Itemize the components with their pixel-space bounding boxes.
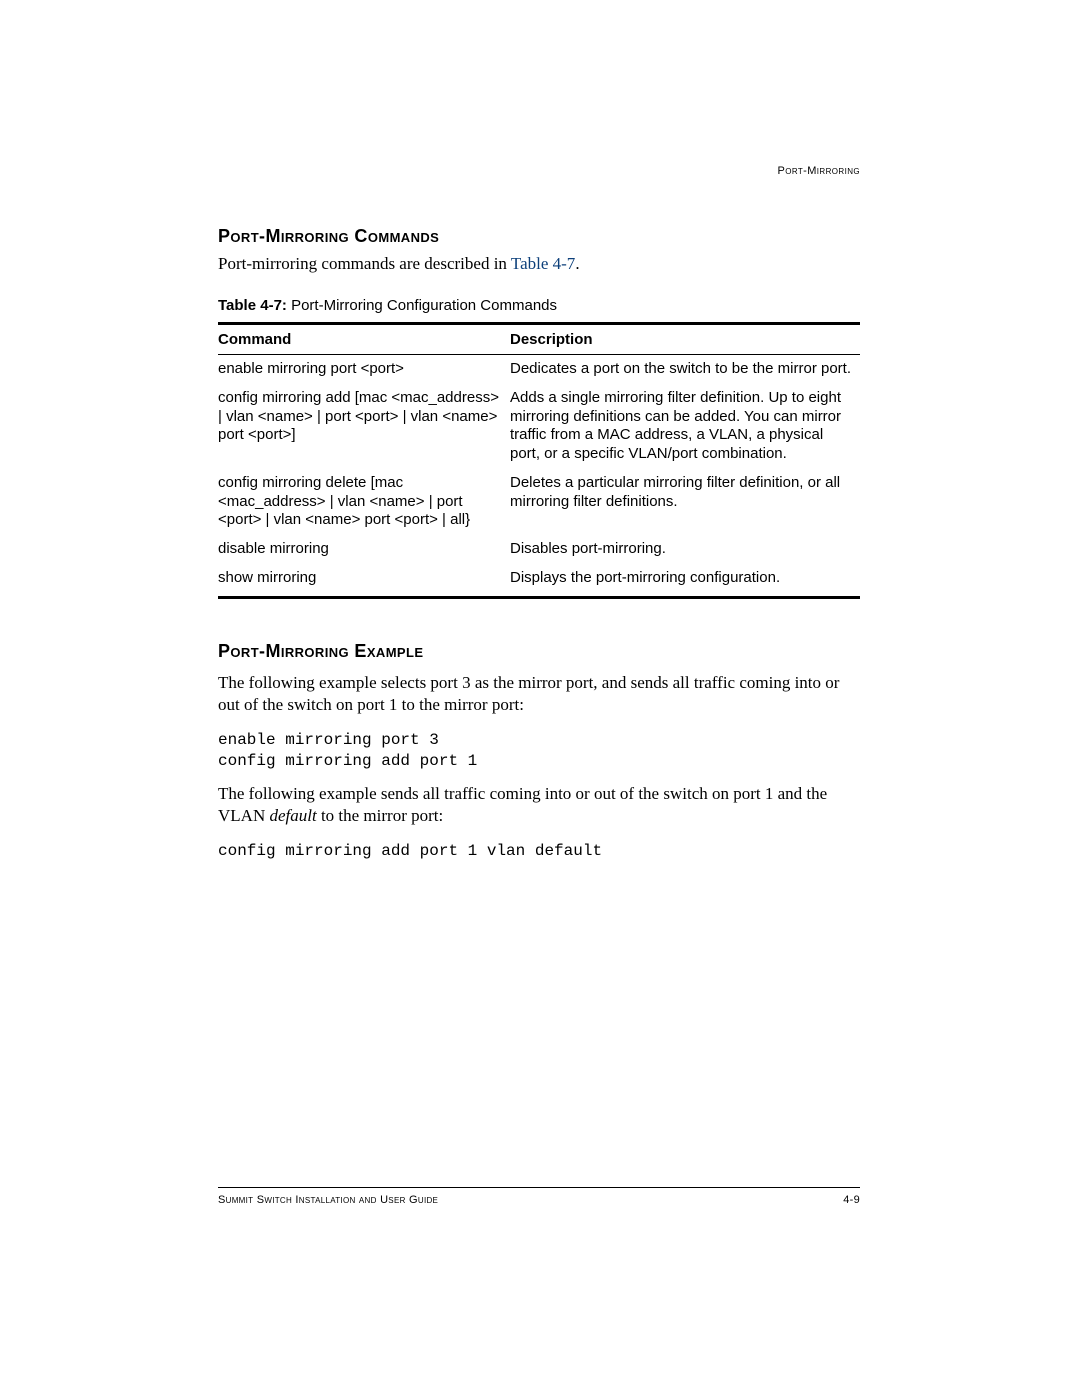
code-block-2: config mirroring add port 1 vlan default (218, 841, 860, 863)
para2-post: to the mirror port: (317, 806, 444, 825)
table-cell-command: config mirroring delete [mac <mac_addres… (218, 469, 510, 535)
running-header: Port-Mirroring (777, 165, 860, 177)
table-cell-description: Displays the port-mirroring configuratio… (510, 564, 860, 597)
table-header-row: Command Description (218, 324, 860, 355)
table-cell-description: Disables port-mirroring. (510, 535, 860, 564)
table-cell-description: Deletes a particular mirroring filter de… (510, 469, 860, 535)
table-cell-command: show mirroring (218, 564, 510, 597)
table-caption: Table 4-7: Port-Mirroring Configuration … (218, 297, 860, 314)
table-header-description: Description (510, 324, 860, 355)
table-cell-description: Adds a single mirroring filter definitio… (510, 384, 860, 469)
intro-text-pre: Port-mirroring commands are described in (218, 254, 511, 273)
heading-commands: Port-Mirroring Commands (218, 226, 860, 247)
table-cell-command: config mirroring add [mac <mac_address> … (218, 384, 510, 469)
table-cell-command: disable mirroring (218, 535, 510, 564)
table-cell-command: enable mirroring port <port> (218, 355, 510, 384)
table-row: config mirroring delete [mac <mac_addres… (218, 469, 860, 535)
code-block-1: enable mirroring port 3 config mirroring… (218, 730, 860, 773)
footer-right: 4-9 (843, 1194, 860, 1206)
table-cell-description: Dedicates a port on the switch to be the… (510, 355, 860, 384)
footer-left: Summit Switch Installation and User Guid… (218, 1194, 438, 1206)
commands-table: Command Description enable mirroring por… (218, 322, 860, 599)
intro-paragraph: Port-mirroring commands are described in… (218, 253, 860, 275)
table-header-command: Command (218, 324, 510, 355)
table-caption-label: Table 4-7: (218, 297, 287, 314)
table-reference-link[interactable]: Table 4-7 (511, 254, 575, 273)
example-paragraph-2: The following example sends all traffic … (218, 783, 860, 827)
para2-ital: default (269, 806, 316, 825)
table-row: config mirroring add [mac <mac_address> … (218, 384, 860, 469)
content-column: Port-Mirroring Port-Mirroring Commands P… (218, 0, 860, 863)
example-paragraph-1: The following example selects port 3 as … (218, 672, 860, 716)
table-row: show mirroring Displays the port-mirrori… (218, 564, 860, 597)
intro-text-post: . (575, 254, 579, 273)
heading-example: Port-Mirroring Example (218, 641, 860, 662)
table-caption-text: Port-Mirroring Configuration Commands (287, 297, 557, 314)
table-row: disable mirroring Disables port-mirrorin… (218, 535, 860, 564)
page: Port-Mirroring Port-Mirroring Commands P… (0, 0, 1080, 1397)
page-footer: Summit Switch Installation and User Guid… (218, 1187, 860, 1206)
table-row: enable mirroring port <port> Dedicates a… (218, 355, 860, 384)
